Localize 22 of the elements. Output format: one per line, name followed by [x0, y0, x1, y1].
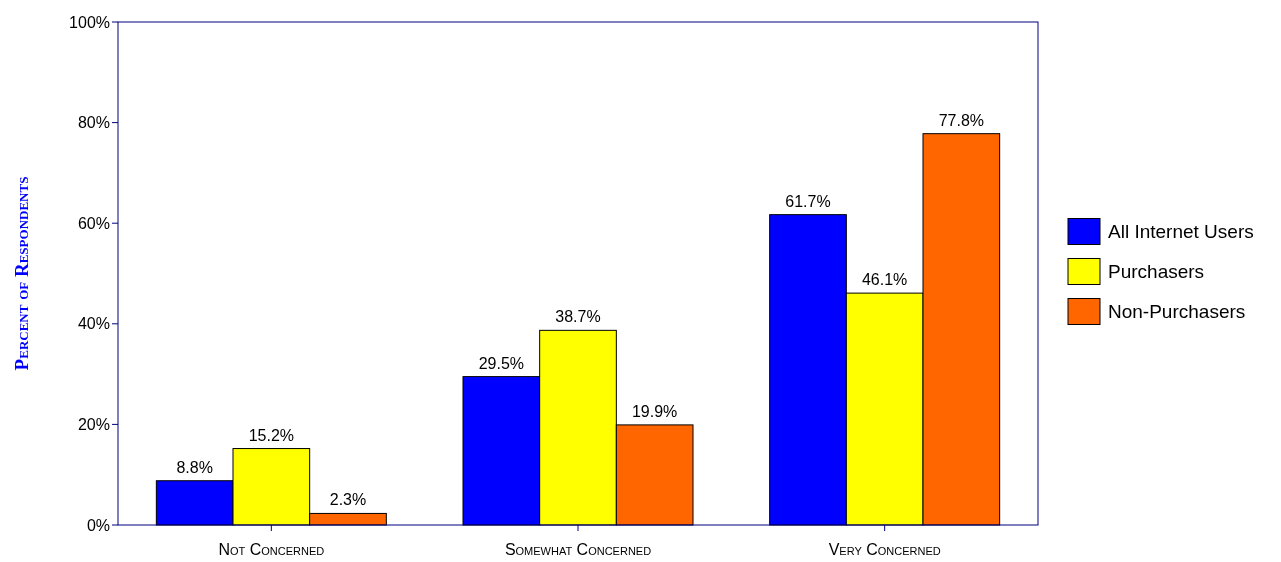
text: 61.7%: [785, 192, 831, 210]
text: 29.5%: [478, 354, 525, 372]
y-tick-label: 60%: [77, 214, 110, 232]
y-tick-label: 80%: [77, 114, 110, 132]
x-tick-label: Very Concerned: [828, 541, 941, 558]
text: 19.9%: [631, 402, 678, 420]
y-tick-label: 40%: [77, 315, 110, 333]
y-axis-title: Percent of Respondents: [11, 176, 32, 371]
text: 15.2%: [248, 426, 295, 444]
y-tick-label: 20%: [77, 416, 110, 433]
text: 2.3%: [329, 491, 367, 509]
text: 38.7%: [555, 308, 601, 326]
y-tick-label: 100%: [69, 13, 110, 31]
text: 46.1%: [861, 271, 908, 289]
legend-label: Purchasers: [1108, 261, 1205, 283]
text: 8.8%: [176, 458, 213, 476]
y-tick-label: 0%: [86, 516, 110, 534]
x-tick-label: Not Concerned: [218, 541, 325, 558]
text: 77.8%: [938, 111, 985, 129]
x-tick-label: Somewhat Concerned: [504, 541, 652, 558]
legend-label: All Internet Users: [1108, 221, 1254, 243]
legend-label: Non-Purchasers: [1108, 301, 1246, 323]
